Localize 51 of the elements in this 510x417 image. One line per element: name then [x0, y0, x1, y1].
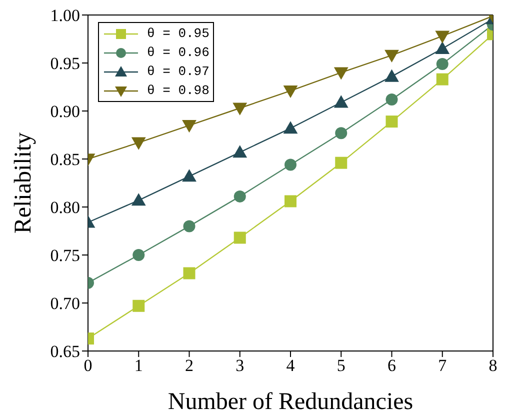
legend-label: θ = 0.95 [147, 26, 210, 41]
point [131, 193, 146, 206]
x-tick-label: 5 [336, 356, 346, 376]
y-tick-label: 0.95 [50, 54, 80, 74]
y-tick-label: 0.90 [50, 102, 80, 122]
x-tick-label: 4 [286, 356, 296, 376]
point [234, 190, 246, 202]
point [131, 137, 146, 150]
point [435, 30, 450, 44]
point [283, 85, 298, 98]
point [386, 93, 398, 106]
point [182, 169, 196, 182]
point [183, 267, 196, 280]
point [183, 220, 196, 232]
point [436, 73, 448, 86]
y-tick-label: 0.70 [50, 294, 80, 314]
point [334, 67, 348, 80]
point [182, 120, 196, 133]
y-tick-label: 0.75 [50, 246, 80, 266]
point [334, 95, 348, 108]
point [435, 41, 450, 54]
point [384, 69, 399, 82]
point [384, 50, 399, 63]
y-tick-label: 1.00 [50, 6, 80, 26]
point [234, 232, 246, 244]
x-tick-label: 8 [488, 356, 498, 376]
x-tick-label: 1 [134, 356, 143, 376]
point [283, 121, 298, 134]
x-tick-label: 7 [438, 356, 448, 376]
legend-label: θ = 0.97 [147, 64, 210, 79]
point [232, 102, 248, 116]
x-axis-title: Number of Redundancies [168, 389, 414, 415]
x-tick-label: 2 [185, 356, 194, 376]
point [232, 145, 248, 158]
point [386, 116, 398, 128]
y-tick-label: 0.65 [50, 342, 80, 362]
y-tick-label: 0.80 [50, 198, 80, 218]
point [132, 249, 145, 261]
legend-label: θ = 0.98 [147, 83, 210, 98]
point [284, 195, 296, 208]
x-tick-label: 0 [84, 356, 92, 376]
x-tick-label: 3 [236, 356, 244, 376]
point [436, 58, 448, 70]
y-tick-label: 0.85 [50, 150, 80, 170]
y-axis-title: Reliability [10, 132, 37, 234]
point [132, 300, 145, 312]
point [284, 158, 296, 171]
point [335, 127, 348, 140]
point [335, 156, 348, 169]
legend-label: θ = 0.96 [147, 45, 210, 60]
x-tick-label: 6 [388, 356, 396, 376]
